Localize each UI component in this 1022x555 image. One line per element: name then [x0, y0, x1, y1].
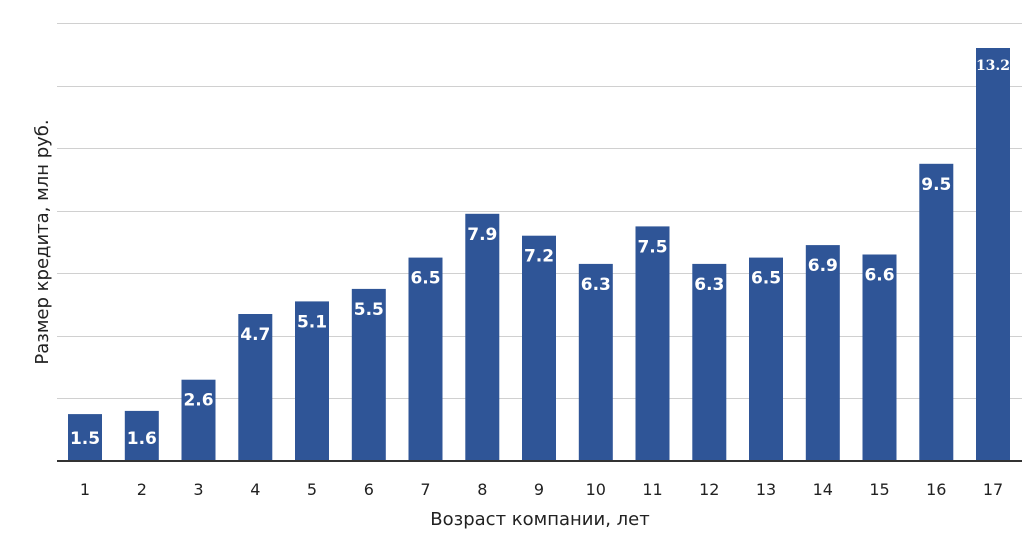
- data-label-10: 6.3: [581, 275, 611, 295]
- data-label-8: 7.9: [467, 225, 497, 245]
- data-label-11: 7.5: [637, 237, 667, 257]
- bar-1: [68, 414, 102, 461]
- y-axis-label: Размер кредита, млн руб.: [32, 119, 53, 364]
- x-tick-label-9: 9: [534, 480, 544, 499]
- x-tick-label-4: 4: [250, 480, 260, 499]
- x-tick-label-7: 7: [420, 480, 430, 499]
- data-label-17: 13.2: [976, 58, 1010, 74]
- x-tick-label-3: 3: [193, 480, 203, 499]
- bar-14: [805, 245, 840, 461]
- data-label-6: 5.5: [354, 300, 384, 320]
- bar-8: [465, 213, 500, 461]
- x-tick-label-1: 1: [80, 480, 90, 499]
- bar-11: [635, 226, 670, 461]
- bar-16: [919, 163, 954, 462]
- bar-13: [749, 257, 783, 461]
- data-label-3: 2.6: [183, 391, 213, 411]
- x-tick-label-11: 11: [642, 480, 662, 499]
- bar-7: [408, 257, 443, 461]
- x-tick-labels: 1 2 3 4 5 6 7 8 9 10 11 12 13 14 15 16 17: [80, 480, 1003, 499]
- bar-5: [295, 301, 329, 461]
- data-label-4: 4.7: [240, 325, 270, 345]
- x-tick-label-6: 6: [364, 480, 374, 499]
- data-label-1: 1.5: [70, 429, 100, 449]
- data-label-9: 7.2: [524, 247, 554, 267]
- x-tick-label-16: 16: [926, 480, 946, 499]
- x-axis-label: Возраст компании, лет: [430, 509, 649, 530]
- bars: [68, 48, 1010, 462]
- bar-2: [124, 410, 159, 461]
- bar-4: [238, 314, 273, 461]
- x-tick-label-5: 5: [307, 480, 317, 499]
- x-tick-label-13: 13: [756, 480, 776, 499]
- data-label-15: 6.6: [864, 266, 894, 286]
- data-label-2: 1.6: [127, 429, 157, 449]
- data-label-5: 5.1: [297, 312, 327, 332]
- x-tick-label-15: 15: [869, 480, 889, 499]
- x-tick-label-14: 14: [813, 480, 833, 499]
- data-labels: 1.5 1.6 2.6 4.7 5.1 5.5 6.5 7.9 7.2 6.3 7.5 6.3 6.5 6…: [70, 58, 1010, 449]
- data-label-13: 6.5: [751, 269, 781, 289]
- x-tick-label-8: 8: [477, 480, 487, 499]
- data-label-16: 9.5: [921, 175, 951, 195]
- x-tick-label-10: 10: [586, 480, 606, 499]
- data-label-12: 6.3: [694, 275, 724, 295]
- bar-17: [976, 48, 1010, 461]
- bar-10: [578, 263, 613, 461]
- x-tick-label-12: 12: [699, 480, 719, 499]
- bar-12: [692, 263, 727, 461]
- data-label-7: 6.5: [410, 269, 440, 289]
- data-label-14: 6.9: [808, 256, 838, 276]
- bar-15: [862, 254, 897, 461]
- bar-9: [522, 235, 556, 461]
- bar-3: [181, 379, 216, 461]
- x-tick-label-2: 2: [137, 480, 147, 499]
- bar-6: [351, 288, 386, 461]
- x-tick-label-17: 17: [983, 480, 1003, 499]
